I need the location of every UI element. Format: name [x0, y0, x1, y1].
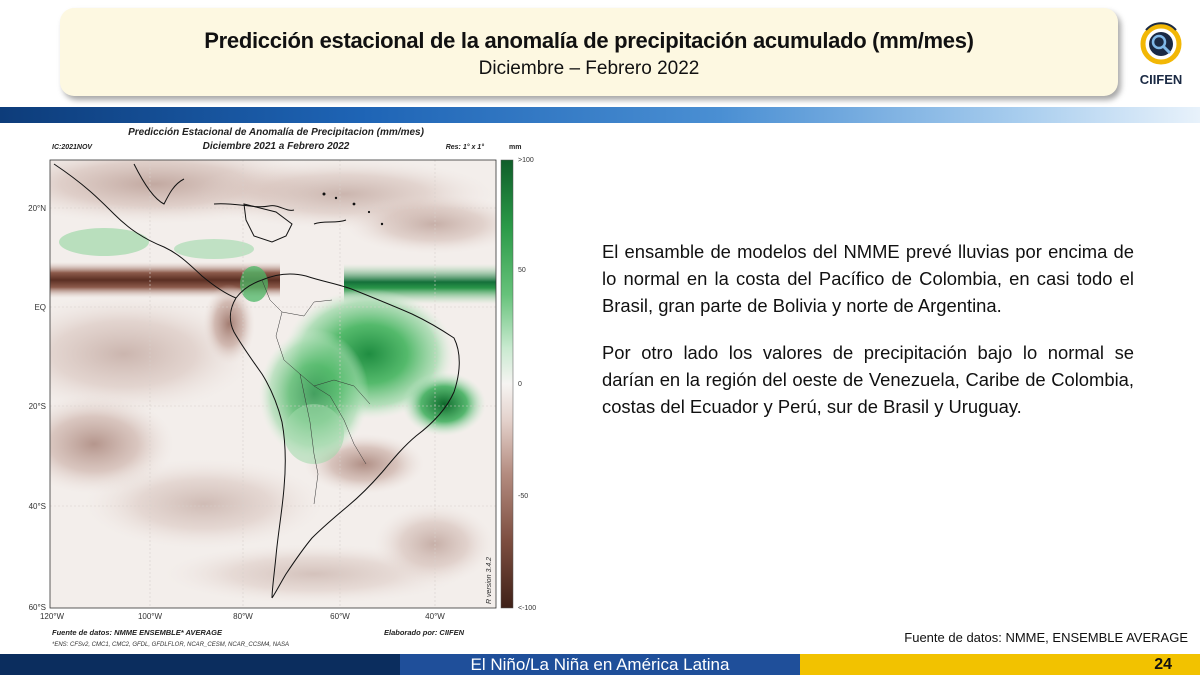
res-label: Res: 1° x 1° [446, 143, 484, 151]
colorbar-tick-min: <-100 [518, 605, 536, 612]
lat-label-20n: 20°N [28, 204, 46, 213]
unit-label: mm [509, 144, 521, 151]
lat-label-20s: 20°S [29, 402, 46, 411]
footer-left-bar [0, 654, 400, 675]
lat-label-eq: EQ [34, 303, 46, 312]
map-models-label: *ENS: CFSv2, CMC1, CMC2, GFDL, GFDLFLOR,… [52, 642, 289, 648]
body-paragraph-2: Por otro lado los valores de precipitaci… [602, 342, 1134, 417]
map-author-label: Elaborado por: CIIFEN [384, 628, 465, 637]
colorbar-tick-50: 50 [518, 267, 526, 274]
lon-label-40w: 40°W [425, 612, 445, 621]
colorbar-tick-max: >100 [518, 157, 534, 164]
source-note: Fuente de datos: NMME, ENSEMBLE AVERAGE [904, 630, 1188, 645]
map-source-label: Fuente de datos: NMME ENSEMBLE* AVERAGE [52, 628, 223, 637]
slide-title: Predicción estacional de la anomalía de … [204, 28, 974, 53]
anomaly-field [50, 160, 496, 608]
lon-label-120w: 120°W [40, 612, 65, 621]
islands [322, 192, 384, 226]
ciifen-logo: CIIFEN [1130, 18, 1192, 90]
slide-subtitle: Diciembre – Febrero 2022 [478, 58, 700, 79]
lat-label-40s: 40°S [29, 502, 46, 511]
header-band [0, 107, 1200, 123]
country-borders [261, 279, 371, 505]
lon-label-60w: 60°W [330, 612, 350, 621]
title-box: Predicción estacional de la anomalía de … [60, 8, 1118, 96]
precipitation-map-panel: Predicción Estacional de Anomalía de Pre… [14, 124, 551, 650]
coastlines [53, 163, 460, 599]
ciifen-logo-icon [1140, 22, 1182, 65]
lon-label-80w: 80°W [233, 612, 253, 621]
body-paragraph-1: El ensamble de modelos del NMME prevé ll… [602, 241, 1134, 316]
footer-label: El Niño/La Niña en América Latina [400, 654, 800, 675]
precipitation-anomaly-map: Predicción Estacional de Anomalía de Pre… [28, 127, 536, 648]
colorbar-tick-0: 0 [518, 381, 522, 388]
colorbar [500, 159, 514, 609]
footer-right-bar: 24 [800, 654, 1200, 675]
ic-label: IC:2021NOV [52, 144, 93, 151]
lat-label-60s: 60°S [29, 603, 46, 612]
map-title: Predicción Estacional de Anomalía de Pre… [128, 127, 425, 138]
page-number: 24 [1154, 656, 1172, 673]
version-label: R version 3.4.2 [486, 557, 493, 604]
map-subtitle: Diciembre 2021 a Febrero 2022 [203, 141, 350, 152]
colorbar-tick-neg50: -50 [518, 493, 528, 500]
body-text: El ensamble de modelos del NMME prevé ll… [602, 238, 1134, 440]
logo-text: CIIFEN [1139, 72, 1183, 87]
lon-label-100w: 100°W [138, 612, 163, 621]
